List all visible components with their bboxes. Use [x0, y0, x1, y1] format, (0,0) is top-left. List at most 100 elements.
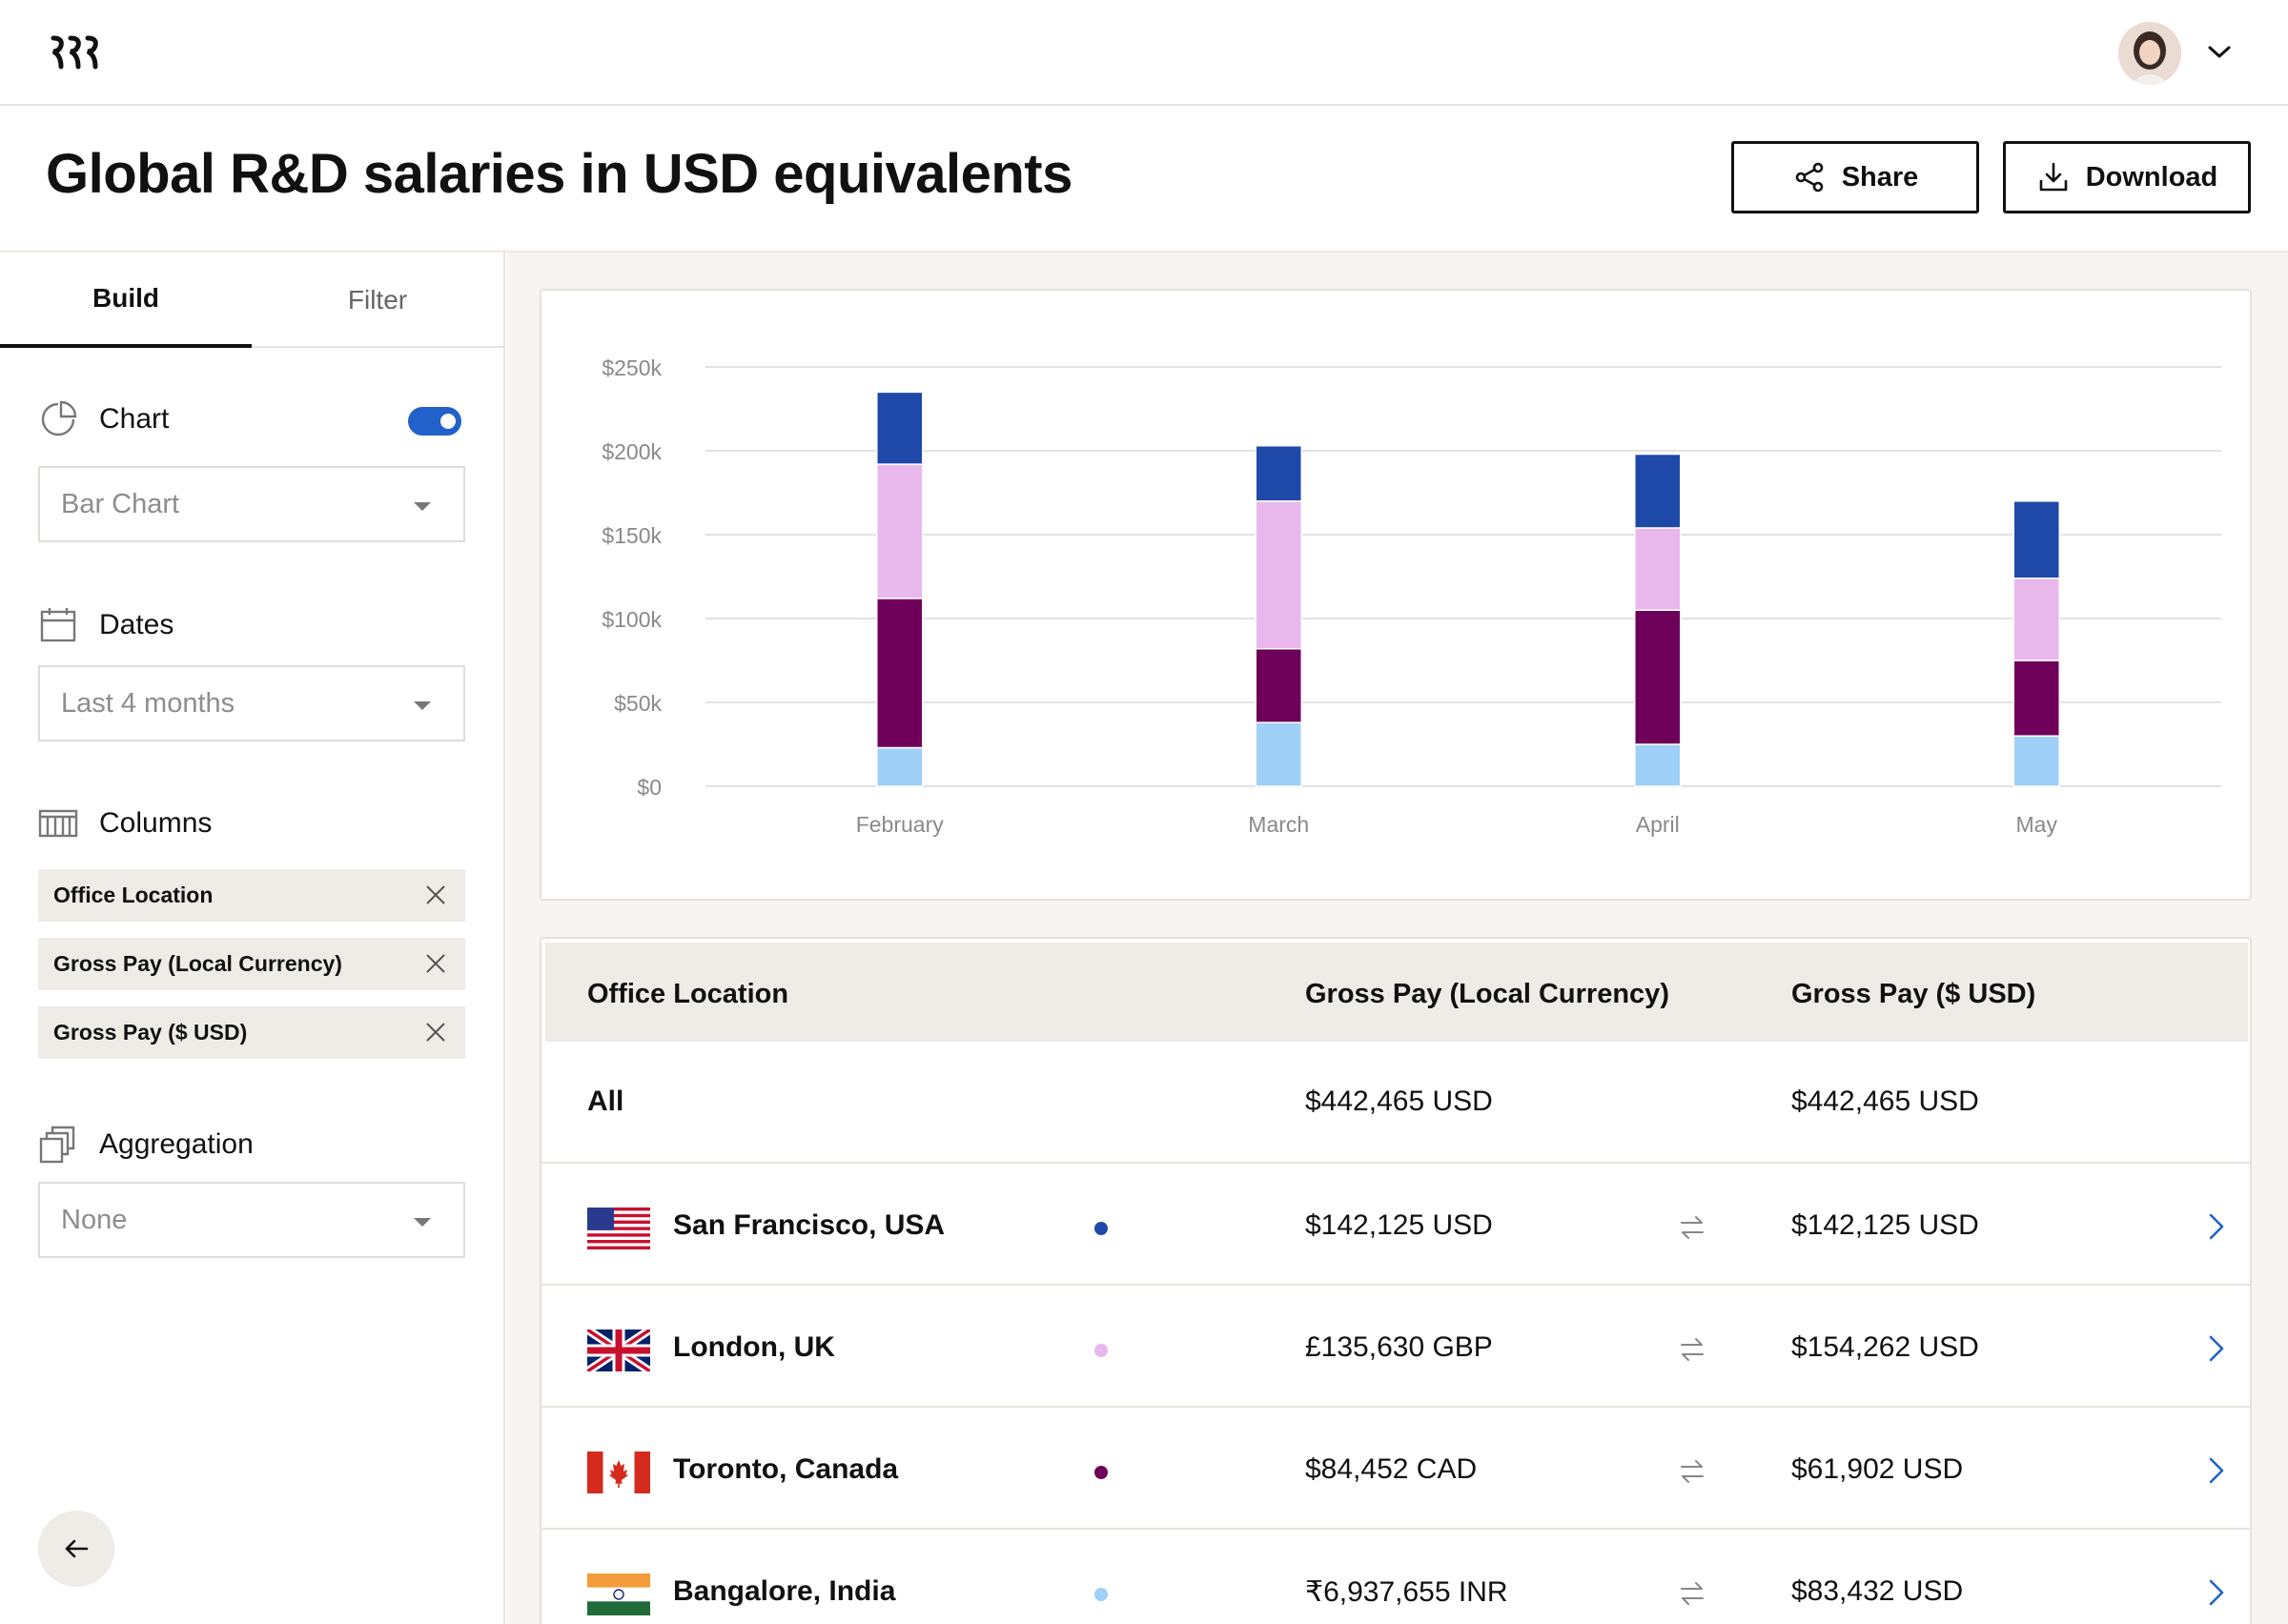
- bar-segment: [1634, 609, 1682, 745]
- canada-flag-icon: [587, 1451, 650, 1493]
- table-row[interactable]: San Francisco, USA $142,125 USD $142,125…: [541, 1164, 2250, 1286]
- aggregation-value: None: [61, 1204, 128, 1235]
- column-chip-office-location: Office Location: [38, 869, 465, 922]
- dates-label: Dates: [99, 609, 174, 640]
- y-tick-label: $150k: [602, 523, 662, 548]
- total-usd-pay: $442,465 USD: [1791, 1086, 1979, 1117]
- share-button[interactable]: Share: [1731, 141, 1979, 213]
- sidebar: Build Filter Chart Bar Chart Dates Last …: [0, 253, 505, 1624]
- avatar[interactable]: [2118, 22, 2181, 85]
- series-color-dot: [1094, 1222, 1108, 1235]
- y-tick-label: $100k: [602, 607, 662, 632]
- chart-card: $0 $50k $100k $150k $200k $250k February March A…: [540, 289, 2252, 901]
- chart-label: Chart: [99, 403, 170, 435]
- aggregation-label: Aggregation: [99, 1128, 254, 1160]
- usa-flag-icon: [587, 1208, 650, 1249]
- chevron-right-icon[interactable]: [2207, 1455, 2226, 1486]
- x-tick-label: April: [1636, 812, 1680, 837]
- table-row[interactable]: Bangalore, India ₹6,937,655 INR $83,432 …: [541, 1530, 2250, 1624]
- sidebar-tabs: Build Filter: [0, 253, 503, 348]
- layers-icon: [39, 1126, 75, 1164]
- bar-segment: [876, 746, 924, 787]
- total-local-pay: $442,465 USD: [1305, 1086, 1493, 1117]
- bar-segment: [1255, 500, 1302, 650]
- page-title: Global R&D salaries in USD equivalents: [46, 143, 1072, 205]
- uk-flag-icon: [587, 1330, 650, 1371]
- chevron-right-icon[interactable]: [2207, 1333, 2226, 1364]
- swap-arrows-icon: [1681, 1216, 1704, 1239]
- bar-segment: [2012, 660, 2060, 737]
- chart-type-select[interactable]: Bar Chart: [38, 466, 465, 542]
- bar-segment: [876, 598, 924, 749]
- aggregation-section-label: Aggregation: [38, 1125, 254, 1165]
- usd-pay: $142,125 USD: [1791, 1209, 1979, 1241]
- tab-build[interactable]: Build: [0, 253, 252, 348]
- top-bar: [0, 0, 2288, 106]
- stacked-bar-chart: $0 $50k $100k $150k $200k $250k February March A…: [602, 355, 2221, 837]
- bar-segment: [2012, 735, 2060, 787]
- chart-type-value: Bar Chart: [61, 488, 180, 519]
- chip-label: Office Location: [53, 883, 214, 907]
- chip-label: Gross Pay (Local Currency): [53, 951, 342, 976]
- main-content: $0 $50k $100k $150k $200k $250k February March A…: [507, 253, 2288, 1624]
- bar-segment: [1255, 721, 1302, 787]
- chip-label: Gross Pay ($ USD): [53, 1020, 248, 1045]
- date-range-select[interactable]: Last 4 months: [38, 665, 465, 741]
- series-color-dot: [1094, 1588, 1108, 1601]
- download-icon: [2039, 162, 2068, 192]
- columns-icon: [38, 809, 78, 838]
- download-label: Download: [2085, 161, 2218, 193]
- india-flag-icon: [587, 1573, 650, 1615]
- location-name: San Francisco, USA: [673, 1209, 946, 1241]
- pie-chart-icon: [41, 400, 77, 436]
- bar-segment: [1634, 453, 1682, 529]
- column-header-gross-pay-usd[interactable]: Gross Pay ($ USD): [1791, 979, 2036, 1009]
- local-pay: £135,630 GBP: [1305, 1331, 1493, 1363]
- y-tick-label: $250k: [602, 355, 662, 380]
- bar-segment: [2012, 500, 2060, 579]
- local-pay: $142,125 USD: [1305, 1209, 1493, 1241]
- y-tick-label: $50k: [614, 691, 662, 716]
- table-total-row[interactable]: All $442,465 USD $442,465 USD: [541, 1042, 2250, 1164]
- share-icon: [1795, 162, 1823, 193]
- share-label: Share: [1841, 161, 1919, 193]
- download-button[interactable]: Download: [2003, 141, 2251, 213]
- logo-icon[interactable]: [50, 34, 103, 71]
- location-name: London, UK: [673, 1331, 835, 1363]
- x-tick-label: March: [1248, 812, 1309, 837]
- column-header-office-location[interactable]: Office Location: [587, 979, 789, 1009]
- local-pay: $84,452 CAD: [1305, 1453, 1478, 1485]
- swap-arrows-icon: [1681, 1338, 1704, 1361]
- chart-toggle[interactable]: [408, 407, 461, 436]
- chevron-down-icon[interactable]: [2206, 42, 2233, 61]
- chevron-right-icon[interactable]: [2207, 1211, 2226, 1242]
- bar-segment: [876, 463, 924, 599]
- columns-label: Columns: [99, 807, 213, 839]
- total-label: All: [587, 1086, 624, 1117]
- bar-segment: [1634, 743, 1682, 787]
- arrow-left-icon: [65, 1539, 89, 1558]
- aggregation-select[interactable]: None: [38, 1182, 465, 1258]
- close-icon[interactable]: [423, 1020, 448, 1045]
- calendar-icon: [40, 608, 76, 642]
- bar-segment: [1255, 444, 1302, 502]
- chevron-right-icon[interactable]: [2207, 1577, 2226, 1608]
- usd-pay: $61,902 USD: [1791, 1453, 1964, 1485]
- close-icon[interactable]: [423, 951, 448, 976]
- usd-pay: $83,432 USD: [1791, 1575, 1964, 1607]
- column-header-gross-pay-local[interactable]: Gross Pay (Local Currency): [1305, 979, 1669, 1009]
- x-tick-label: May: [2016, 812, 2058, 837]
- dates-section-label: Dates: [38, 605, 174, 645]
- chart-section-label: Chart: [38, 399, 169, 439]
- close-icon[interactable]: [423, 883, 448, 907]
- usd-pay: $154,262 USD: [1791, 1331, 1979, 1363]
- table-row[interactable]: Toronto, Canada $84,452 CAD $61,902 USD: [541, 1408, 2250, 1530]
- page-header: Global R&D salaries in USD equivalents S…: [0, 106, 2288, 253]
- y-tick-label: $0: [637, 775, 662, 800]
- column-chip-gross-pay-local: Gross Pay (Local Currency): [38, 938, 465, 990]
- table-row[interactable]: London, UK £135,630 GBP $154,262 USD: [541, 1286, 2250, 1408]
- back-button[interactable]: [38, 1511, 114, 1587]
- series-color-dot: [1094, 1344, 1108, 1357]
- date-range-value: Last 4 months: [61, 687, 235, 719]
- tab-filter[interactable]: Filter: [347, 285, 408, 315]
